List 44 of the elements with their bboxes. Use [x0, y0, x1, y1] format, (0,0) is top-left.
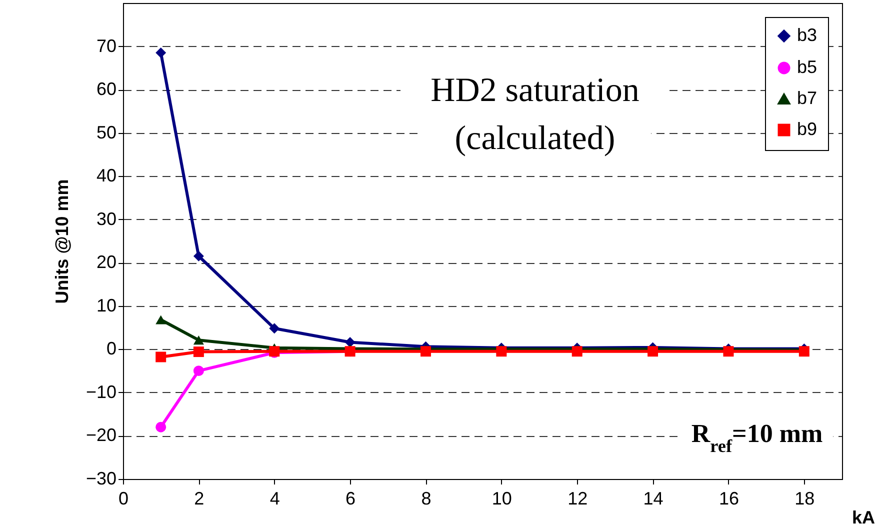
x-tick-label: 10: [492, 488, 512, 508]
point: [269, 323, 280, 334]
point: [572, 346, 582, 357]
legend-label: b5: [797, 57, 818, 77]
y-tick-label: 40: [96, 166, 116, 186]
x-tick-label: 16: [718, 488, 739, 508]
legend-label: b3: [797, 25, 818, 45]
y-axis-title: Units @10 mm: [52, 179, 72, 304]
x-tick-label: 12: [568, 488, 588, 508]
legend-label: b7: [797, 88, 818, 108]
y-tick-label: 50: [96, 122, 116, 142]
point: [496, 346, 507, 357]
x-tick-label: 0: [118, 488, 129, 508]
point: [156, 422, 166, 432]
annotation: R$_{ref}$=10 mm: [691, 419, 823, 456]
x-axis-title: kA: [852, 508, 876, 528]
annotation: HD2 saturation: [430, 72, 640, 109]
y-tick-label: 20: [96, 252, 116, 272]
y-tick-label: 0: [106, 338, 116, 359]
point: [344, 337, 356, 348]
y-tick-label: −10: [86, 382, 116, 402]
point: [156, 315, 166, 324]
annotation: (calculated): [454, 120, 616, 157]
y-tick-label: 60: [96, 79, 116, 100]
point: [193, 336, 204, 345]
point: [193, 346, 204, 358]
point: [156, 48, 166, 58]
x-tick-label: 18: [794, 488, 815, 508]
x-tick-label: 4: [270, 488, 280, 508]
y-tick-label: 70: [96, 36, 116, 56]
point: [156, 352, 166, 362]
x-tick-label: 8: [421, 488, 432, 508]
y-tick-label: 10: [96, 295, 116, 316]
legend-label: b9: [797, 119, 818, 139]
y-tick-label: −20: [86, 425, 116, 446]
y-tick-label: 30: [96, 208, 116, 229]
x-tick-label: 2: [194, 488, 204, 508]
point: [648, 346, 658, 357]
point: [193, 250, 204, 262]
x-tick-label: 6: [346, 488, 356, 508]
y-tick-label: −30: [86, 468, 116, 488]
point: [420, 346, 431, 357]
x-tick-label: 14: [643, 488, 664, 508]
point: [193, 366, 204, 376]
